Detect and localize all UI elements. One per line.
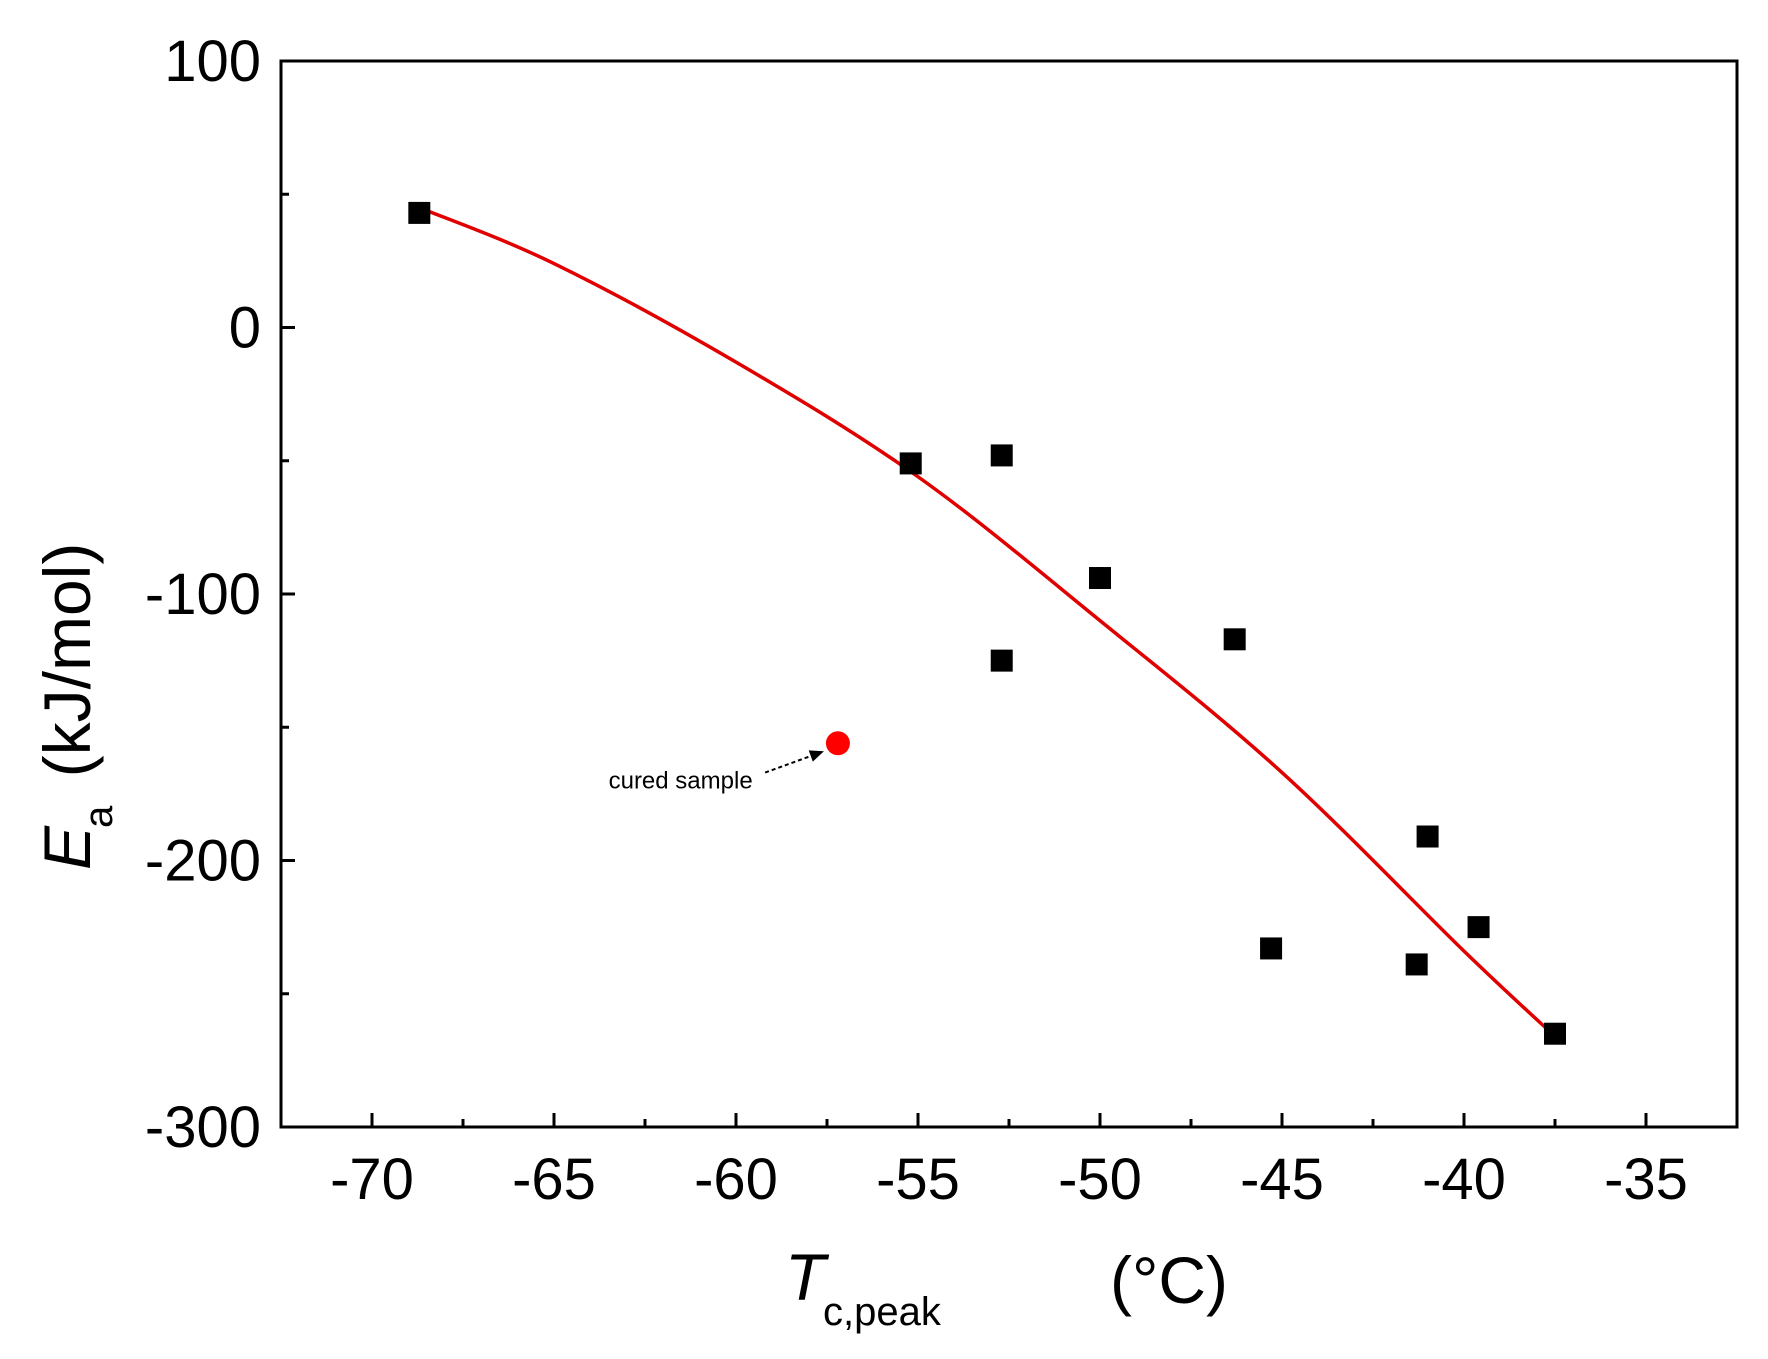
annotation-layer: cured sample <box>609 750 825 795</box>
x-axis-ticks: -70 -65 -60 -55 -50 -45 -40 -35 <box>330 1113 1688 1212</box>
y-axis-title-sub: a <box>77 805 121 828</box>
x-tick-label: -45 <box>1240 1147 1324 1212</box>
cured-sample-point <box>825 731 850 756</box>
y-tick-label: -100 <box>145 562 261 627</box>
y-tick-label: -200 <box>145 829 261 894</box>
x-axis-title-unit: (°C) <box>1110 1243 1228 1317</box>
data-points-layer <box>408 201 1566 1045</box>
x-tick-label: -60 <box>694 1147 778 1212</box>
annotation-arrowhead <box>808 750 824 762</box>
data-point <box>899 452 922 475</box>
plot-frame <box>279 59 1739 1129</box>
x-axis-title-main: T <box>785 1240 830 1314</box>
annotation-label: cured sample <box>609 768 753 795</box>
fit-line <box>418 205 1557 1038</box>
x-axis-title-sub: c,peak <box>823 1290 942 1334</box>
y-axis-title-unit: (kJ/mol) <box>30 543 104 778</box>
x-tick-label: -35 <box>1604 1147 1688 1212</box>
x-tick-label: -65 <box>512 1147 596 1212</box>
data-point <box>1089 567 1111 590</box>
fit-curve-layer <box>418 205 1557 1038</box>
data-point <box>1467 916 1490 939</box>
y-tick-label: 100 <box>164 29 261 94</box>
y-tick-label: -300 <box>145 1095 261 1160</box>
x-tick-label: -70 <box>330 1147 414 1212</box>
x-tick-label: -50 <box>1058 1147 1142 1212</box>
y-tick-label: 0 <box>229 296 261 361</box>
data-point <box>990 444 1013 467</box>
data-point <box>1544 1022 1566 1045</box>
data-point <box>408 201 431 224</box>
x-tick-label: -55 <box>876 1147 960 1212</box>
x-tick-label: -40 <box>1422 1147 1506 1212</box>
data-point <box>1223 628 1246 651</box>
data-point <box>1260 937 1283 960</box>
data-point <box>990 649 1013 672</box>
y-axis-ticks: 100 0 -100 -200 -300 <box>145 29 295 1160</box>
data-point <box>1416 825 1439 848</box>
y-axis-title-main: E <box>30 825 104 870</box>
data-point <box>1405 953 1428 976</box>
